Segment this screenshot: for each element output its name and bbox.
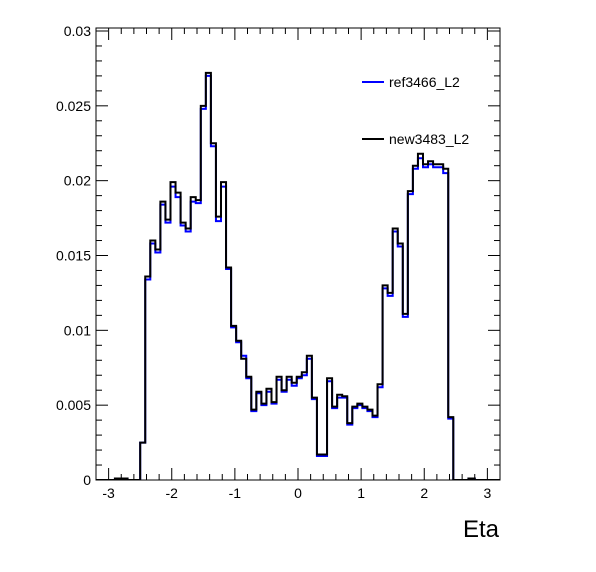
y-tick-label: 0.02: [64, 173, 91, 189]
x-tick-label: 0: [294, 485, 302, 501]
histogram-series-layer: [96, 71, 500, 480]
legend-label-ref3466_L2: ref3466_L2: [389, 74, 460, 90]
x-axis-title: Eta: [463, 516, 500, 543]
series-line-new3483_L2: [96, 71, 500, 480]
legend: ref3466_L2 new3483_L2: [362, 74, 469, 147]
y-tick-label: 0.015: [56, 247, 91, 263]
x-tick-label: -2: [166, 485, 179, 501]
x-tick-label: 2: [420, 485, 428, 501]
x-tick-label: 3: [483, 485, 491, 501]
axes-frame: -3 -2 -1 0 1 2 3 0 0.005 0.01 0.015 0.02 0.025 0.03: [56, 23, 501, 501]
y-tick-label: 0.03: [64, 23, 91, 39]
x-tick-label: -1: [229, 485, 242, 501]
legend-label-new3483_L2: new3483_L2: [389, 131, 469, 147]
y-tick-label: 0.025: [56, 98, 91, 114]
x-tick-label: -3: [102, 485, 115, 501]
x-tick-label: 1: [357, 485, 365, 501]
y-tick-label: 0: [83, 472, 91, 488]
y-tick-label: 0.01: [64, 322, 91, 338]
y-tick-label: 0.005: [56, 397, 91, 413]
